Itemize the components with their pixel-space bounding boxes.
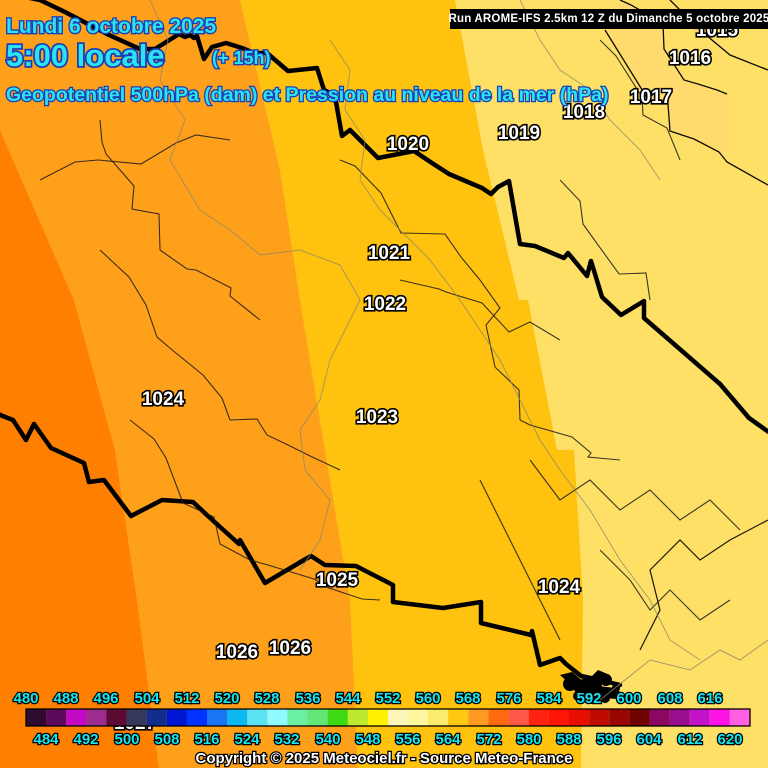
svg-text:492: 492 — [73, 731, 98, 748]
svg-text:568: 568 — [455, 690, 480, 707]
svg-text:520: 520 — [214, 690, 239, 707]
svg-text:588: 588 — [556, 731, 581, 748]
svg-text:576: 576 — [496, 690, 521, 707]
svg-text:612: 612 — [677, 731, 702, 748]
svg-text:572: 572 — [476, 731, 501, 748]
svg-text:1021: 1021 — [368, 243, 411, 264]
svg-text:540: 540 — [315, 731, 340, 748]
svg-text:(+ 15h): (+ 15h) — [212, 48, 271, 68]
svg-text:Copyright © 2025 Meteociel.fr: Copyright © 2025 Meteociel.fr - Source M… — [196, 750, 573, 767]
svg-text:484: 484 — [33, 731, 59, 748]
svg-text:508: 508 — [154, 731, 179, 748]
svg-text:504: 504 — [134, 690, 160, 707]
svg-text:1016: 1016 — [669, 48, 711, 69]
svg-text:596: 596 — [596, 731, 621, 748]
svg-text:604: 604 — [636, 731, 662, 748]
svg-text:548: 548 — [355, 731, 380, 748]
svg-text:5:00 locale: 5:00 locale — [6, 38, 165, 73]
svg-text:516: 516 — [194, 731, 219, 748]
svg-text:1024: 1024 — [538, 577, 581, 598]
svg-text:1017: 1017 — [630, 87, 672, 108]
svg-text:556: 556 — [395, 731, 420, 748]
svg-text:512: 512 — [174, 690, 199, 707]
svg-text:544: 544 — [335, 690, 361, 707]
svg-text:Lundi 6 octobre 2025: Lundi 6 octobre 2025 — [6, 15, 216, 38]
svg-text:616: 616 — [697, 690, 722, 707]
svg-text:536: 536 — [295, 690, 320, 707]
svg-text:1026: 1026 — [269, 638, 311, 659]
svg-text:584: 584 — [536, 690, 562, 707]
svg-text:480: 480 — [13, 690, 38, 707]
svg-text:496: 496 — [93, 690, 118, 707]
svg-text:488: 488 — [53, 690, 78, 707]
svg-text:608: 608 — [657, 690, 682, 707]
svg-text:1026: 1026 — [216, 642, 258, 663]
svg-text:1020: 1020 — [387, 134, 429, 155]
svg-text:500: 500 — [114, 731, 139, 748]
svg-text:1025: 1025 — [316, 570, 359, 591]
svg-text:552: 552 — [375, 690, 400, 707]
svg-text:592: 592 — [576, 690, 601, 707]
svg-text:1019: 1019 — [498, 123, 540, 144]
svg-text:1023: 1023 — [356, 407, 398, 428]
svg-text:580: 580 — [516, 731, 541, 748]
svg-text:1022: 1022 — [364, 294, 406, 315]
svg-text:600: 600 — [616, 690, 641, 707]
svg-text:528: 528 — [254, 690, 279, 707]
svg-text:620: 620 — [717, 731, 742, 748]
svg-text:524: 524 — [234, 731, 260, 748]
svg-text:564: 564 — [435, 731, 461, 748]
svg-text:532: 532 — [274, 731, 299, 748]
svg-text:1024: 1024 — [142, 389, 185, 410]
svg-text:Geopotentiel 500hPa (dam) et P: Geopotentiel 500hPa (dam) et Pression au… — [6, 84, 609, 106]
svg-text:560: 560 — [415, 690, 440, 707]
